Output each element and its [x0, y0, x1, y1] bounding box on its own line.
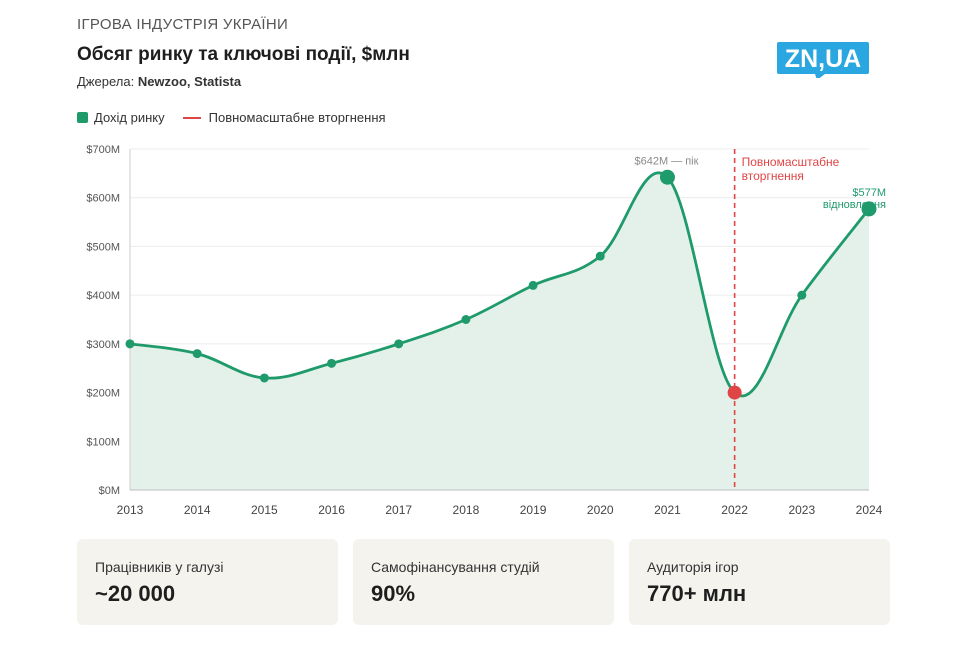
stat-label: Самофінансування студій [371, 559, 540, 575]
x-tick-label: 2013 [117, 503, 144, 517]
stat-label: Аудиторія ігор [647, 559, 739, 575]
chart-sources: Джерела: Newzoo, Statista [77, 74, 241, 89]
stat-value: 90% [371, 581, 416, 606]
sources-label: Джерела: [77, 74, 135, 89]
x-tick-labels: 2013 2014 2015 2016 2017 2018 2019 2020 2021 2022… [117, 503, 883, 517]
data-point [327, 358, 337, 368]
stat-card-self-funding: Самофінансування студій 90% [353, 539, 614, 625]
legend-label-invasion: Повномасштабне вторгнення [208, 110, 386, 125]
recovery-text-annotation: відновлення [823, 199, 886, 211]
y-tick-label: $500M [86, 241, 120, 253]
stat-value: ~20 000 [95, 581, 176, 606]
y-tick-label: $200M [86, 388, 120, 400]
data-point [461, 315, 471, 324]
logo-text: ZN,UA [785, 45, 861, 73]
legend-swatch-invasion [182, 116, 201, 119]
y-tick-label: $400M [86, 290, 120, 302]
x-tick-label: 2018 [453, 503, 480, 517]
y-tick-label: $300M [86, 339, 120, 351]
stats-cards: Працівників у галузі ~20 000 Самофінансу… [77, 539, 890, 625]
data-point [192, 349, 202, 359]
data-point [394, 339, 404, 349]
stat-card-employees: Працівників у галузі ~20 000 [77, 539, 338, 625]
revenue-area [130, 172, 869, 490]
chart-legend: Дохід ринку Повномасштабне вторгнення [77, 110, 404, 125]
event-label-line1: Повномасштабне [742, 155, 840, 169]
legend-item-invasion: Повномасштабне вторгнення [182, 110, 386, 125]
y-tick-label: $700M [86, 144, 120, 156]
legend-label-revenue: Дохід ринку [94, 110, 165, 125]
data-point [125, 339, 135, 349]
sources-value: Newzoo, Statista [137, 74, 242, 89]
data-point-invasion [727, 385, 742, 400]
market-chart: $0M $100M $200M $300M $400M $500M $600M $700M 2… [86, 144, 886, 517]
data-point-peak [659, 169, 675, 185]
legend-item-revenue: Дохід ринку [77, 110, 165, 125]
recovery-value-annotation: $577M [852, 187, 886, 199]
chart-kicker: ІГРОВА ІНДУСТРІЯ УКРАЇНИ [77, 16, 289, 33]
data-point [528, 280, 538, 290]
peak-annotation: $642M — пік [634, 155, 698, 167]
data-point [595, 251, 605, 261]
x-tick-label: 2017 [385, 503, 412, 517]
chart-title: Обсяг ринку та ключові події, $млн [77, 44, 410, 65]
revenue-points [125, 169, 877, 400]
y-tick-label: $0M [99, 485, 120, 497]
stat-value: 770+ млн [647, 581, 747, 606]
x-tick-label: 2022 [721, 503, 748, 517]
event-label-line2: вторгнення [742, 169, 804, 183]
legend-swatch-revenue [77, 112, 88, 123]
y-tick-label: $100M [86, 436, 120, 448]
x-tick-label: 2024 [856, 503, 883, 517]
y-tick-label: $600M [86, 193, 120, 205]
x-tick-label: 2016 [318, 503, 345, 517]
x-tick-label: 2019 [520, 503, 547, 517]
stat-label: Працівників у галузі [95, 559, 224, 575]
zn-ua-logo[interactable]: ZN,UA [777, 42, 869, 78]
x-tick-label: 2023 [788, 503, 815, 517]
x-tick-label: 2020 [587, 503, 614, 517]
data-point [259, 373, 269, 383]
y-tick-labels: $0M $100M $200M $300M $400M $500M $600M $700M [86, 144, 120, 497]
x-tick-label: 2021 [654, 503, 681, 517]
data-point-recovery [861, 201, 877, 217]
x-tick-label: 2014 [184, 503, 211, 517]
x-tick-label: 2015 [251, 503, 278, 517]
data-point [797, 290, 807, 300]
stat-card-audience: Аудиторія ігор 770+ млн [629, 539, 890, 625]
